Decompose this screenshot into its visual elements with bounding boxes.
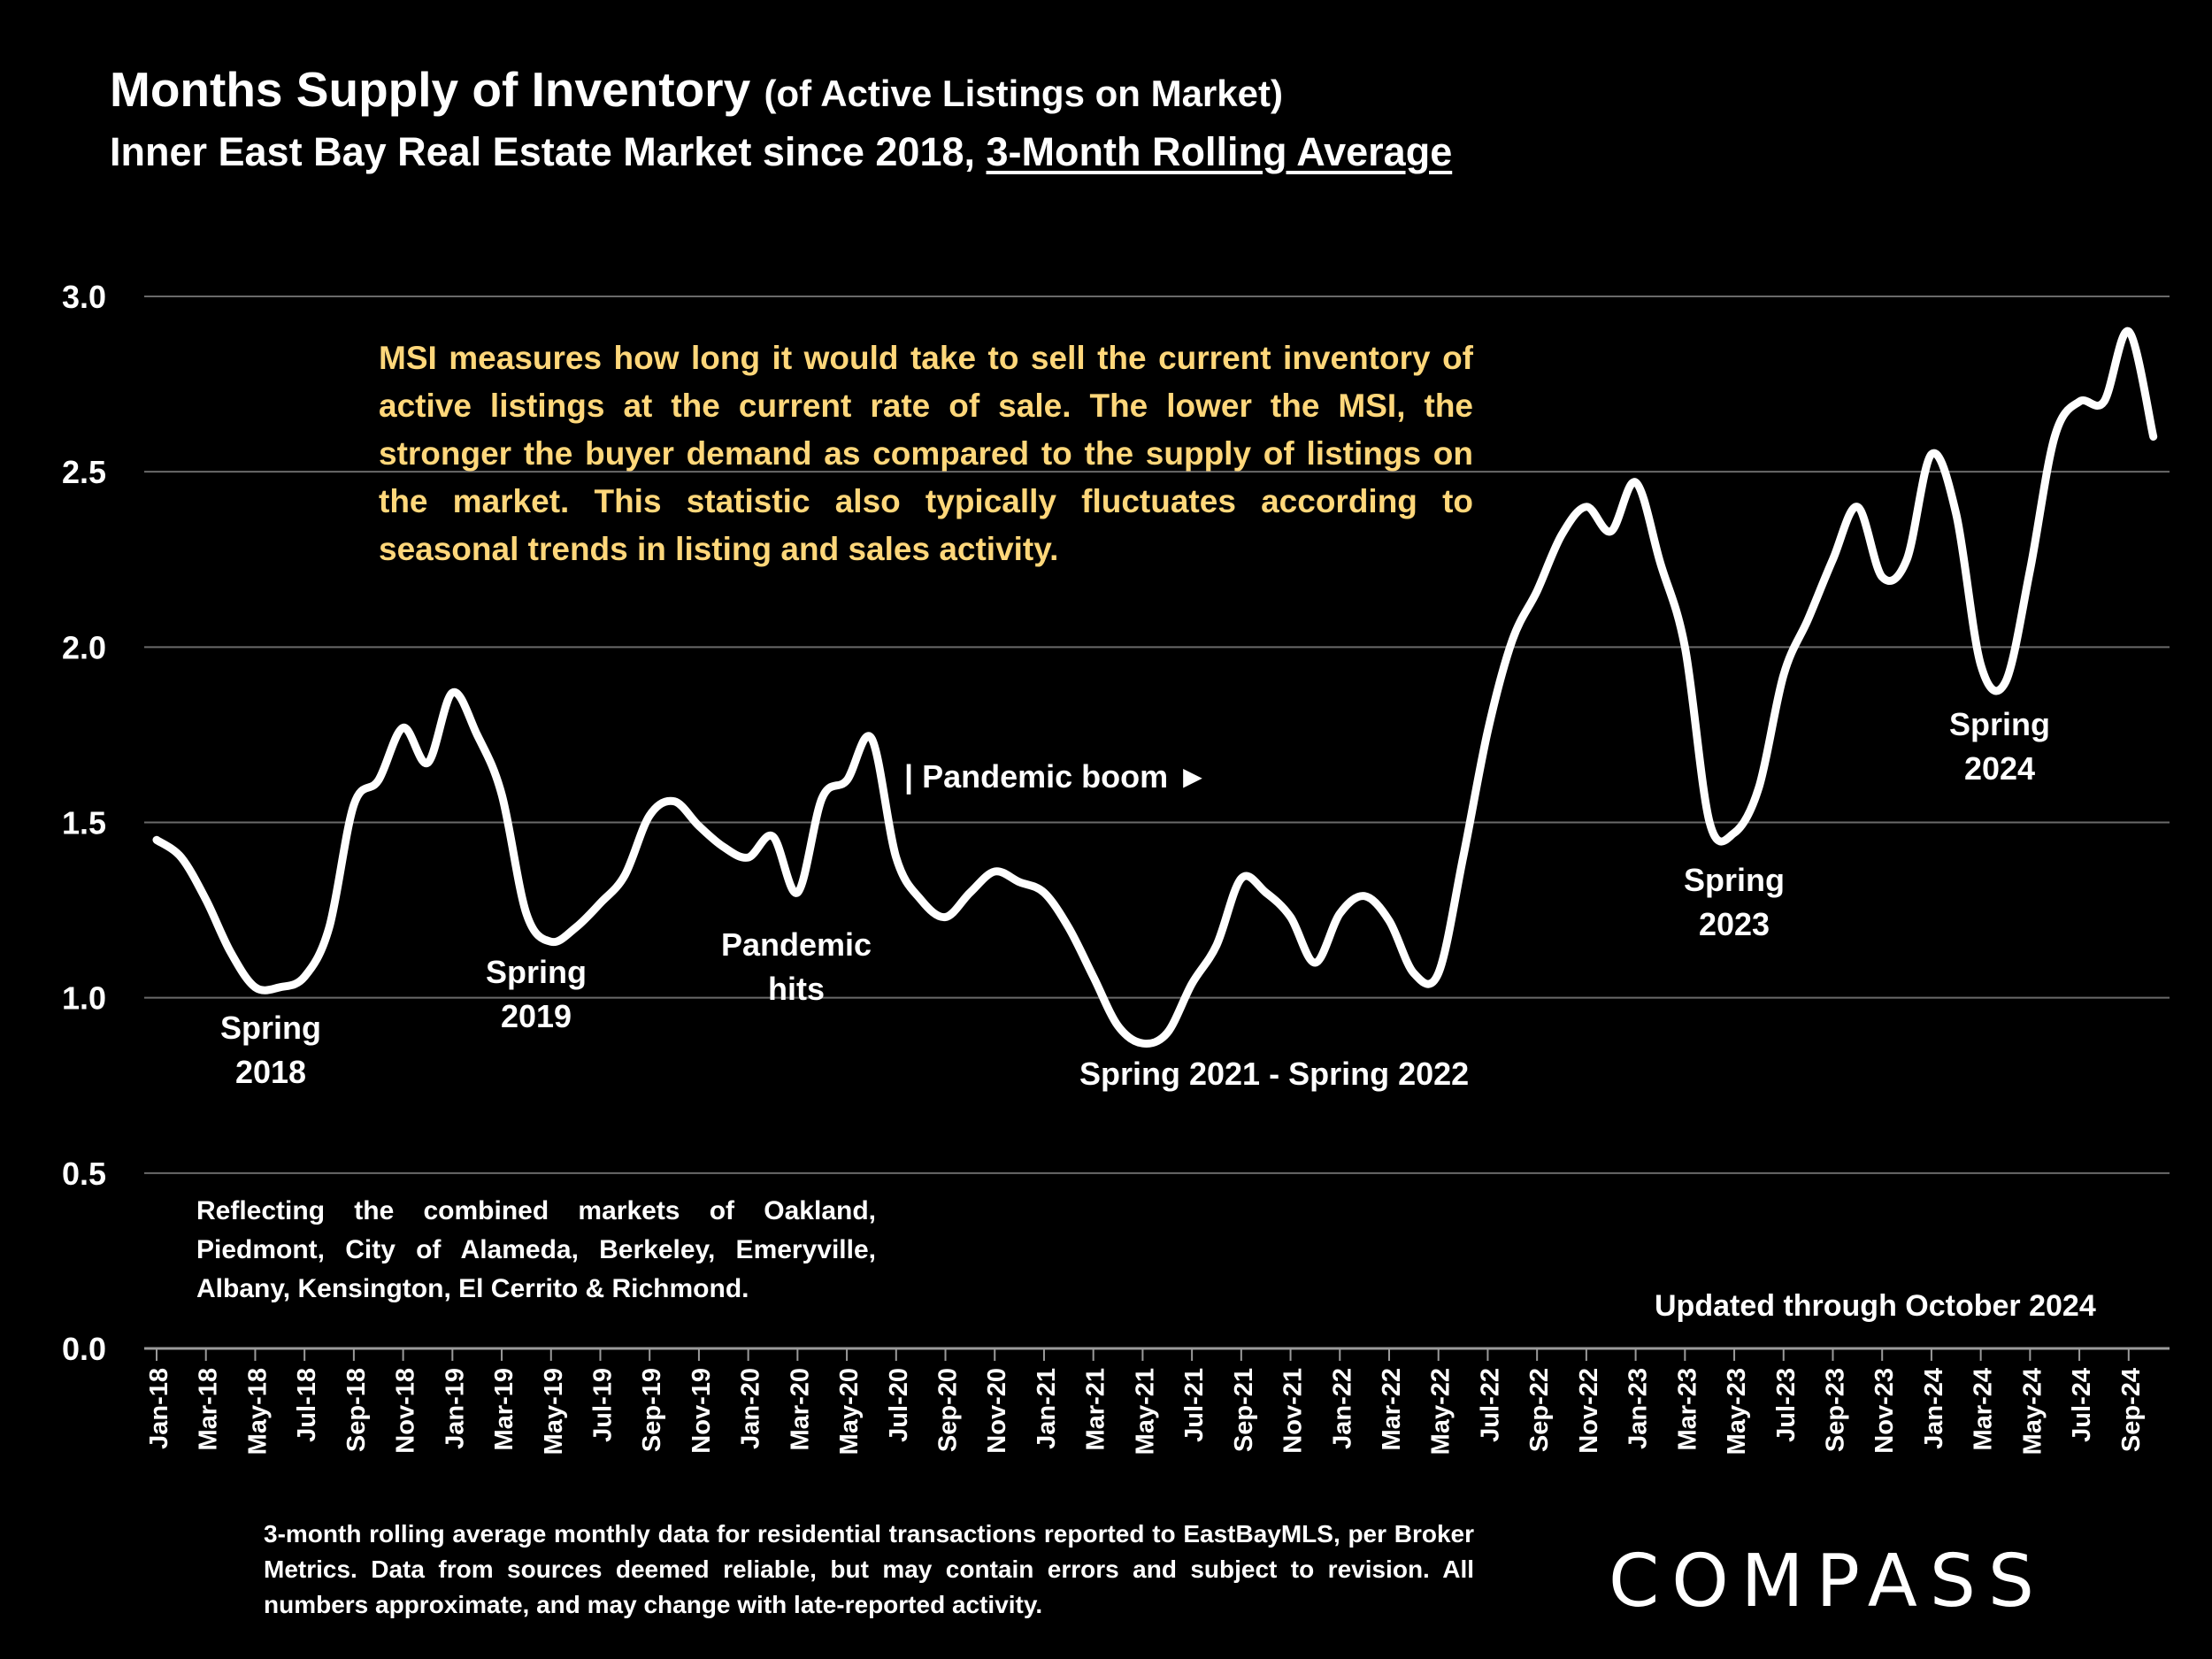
annotation-line: Spring [220, 1010, 321, 1046]
x-tick-label: Nov-19 [687, 1368, 716, 1454]
annotation-line: Spring [1684, 862, 1785, 898]
x-tick-label: May-24 [2018, 1368, 2047, 1455]
x-axis-ticks: Jan-18 Mar-18 May-18 Jul-18 Sep-18 Nov-18 Jan-… [145, 1348, 2146, 1455]
x-tick-label: Jan-19 [441, 1368, 469, 1449]
markets-note: Reflecting the combined markets of Oakla… [196, 1196, 876, 1303]
source-footnote: 3-month rolling average monthly data for… [264, 1520, 1474, 1618]
x-tick-label: Mar-24 [1970, 1368, 1998, 1451]
y-tick-label: 3.0 [62, 279, 106, 315]
chart-subtitle: Inner East Bay Real Estate Market since … [110, 129, 1452, 175]
x-tick-label: Jul-22 [1476, 1368, 1504, 1442]
annotation-pandemic-hits: Pandemic hits [708, 923, 885, 1011]
updated-note: Updated through October 2024 [1655, 1289, 2096, 1323]
y-tick-label: 1.0 [62, 980, 106, 1017]
title-main: Months Supply of Inventory [110, 62, 751, 117]
annotation-spring-2021-2022: Spring 2021 - Spring 2022 [1079, 1056, 1470, 1092]
annotation-line: Pandemic [720, 926, 872, 963]
x-tick-label: Nov-22 [1575, 1368, 1603, 1454]
msi-series-line [152, 327, 2158, 1048]
x-tick-label: Jan-21 [1033, 1368, 1061, 1449]
annotation-spring-2018: Spring 2018 [209, 1006, 333, 1094]
x-tick-label: Sep-22 [1525, 1368, 1554, 1452]
y-tick-label: 0.0 [62, 1331, 106, 1367]
annotation-line: 2019 [500, 998, 572, 1034]
compass-logo: COMPASS [1609, 1540, 2047, 1624]
x-tick-label: Nov-23 [1870, 1368, 1899, 1454]
x-tick-label: Mar-19 [490, 1368, 518, 1451]
x-tick-label: Jan-22 [1328, 1368, 1356, 1449]
annotation-spring-2023: Spring 2023 [1672, 858, 1796, 947]
x-tick-label: Jul-21 [1180, 1368, 1209, 1442]
x-tick-label: May-18 [243, 1368, 272, 1455]
x-tick-label: Sep-24 [2117, 1368, 2146, 1452]
annotation-line: 2024 [1963, 750, 2036, 787]
x-tick-label: Jan-20 [737, 1368, 765, 1449]
annotation-line: Spring [1949, 706, 2050, 742]
x-tick-label: Sep-23 [1821, 1368, 1849, 1452]
chart-title: Months Supply of Inventory (of Active Li… [110, 62, 1283, 118]
x-tick-label: Sep-18 [342, 1368, 371, 1452]
x-tick-label: Jan-23 [1624, 1368, 1653, 1449]
x-tick-label: Mar-21 [1082, 1368, 1110, 1451]
x-tick-label: Nov-18 [392, 1368, 420, 1454]
x-tick-label: Sep-21 [1230, 1368, 1258, 1452]
subtitle-underlined: 3-Month Rolling Average [986, 129, 1453, 174]
y-tick-label: 2.0 [62, 629, 106, 665]
msi-explanation-note: MSI measures how long it would take to s… [379, 340, 1473, 567]
x-tick-label: May-22 [1427, 1368, 1455, 1455]
annotation-line: 2023 [1698, 906, 1770, 942]
gridlines [144, 296, 2170, 1174]
x-tick-label: Nov-21 [1279, 1368, 1308, 1454]
x-tick-label: Jul-18 [293, 1368, 321, 1442]
annotation-pandemic-boom: | Pandemic boom ► [904, 758, 1209, 795]
y-tick-label: 0.5 [62, 1156, 106, 1192]
annotation-line: hits [767, 971, 825, 1007]
y-tick-label: 2.5 [62, 454, 106, 490]
y-tick-label: 1.5 [62, 805, 106, 841]
y-axis-ticks: 0.0 0.5 1.0 1.5 2.0 2.5 3.0 [62, 279, 106, 1367]
annotation-spring-2019: Spring 2019 [474, 950, 598, 1039]
x-tick-label: Nov-20 [983, 1368, 1011, 1454]
x-tick-label: Jul-24 [2068, 1368, 2096, 1442]
x-tick-label: May-23 [1723, 1368, 1751, 1455]
title-paren: (of Active Listings on Market) [764, 73, 1283, 114]
x-tick-label: Jul-23 [1772, 1368, 1801, 1442]
x-tick-label: Mar-18 [195, 1368, 223, 1451]
annotation-line: Spring [486, 954, 587, 990]
annotation-line: 2018 [234, 1054, 307, 1090]
x-tick-label: Mar-23 [1673, 1368, 1701, 1451]
x-tick-label: Jul-20 [885, 1368, 913, 1442]
x-tick-label: Jan-24 [1920, 1368, 1948, 1449]
x-tick-label: Jul-19 [588, 1368, 617, 1442]
x-tick-label: May-19 [540, 1368, 568, 1455]
subtitle-main: Inner East Bay Real Estate Market since … [110, 129, 976, 174]
annotation-spring-2024: Spring 2024 [1938, 703, 2062, 791]
x-tick-label: May-21 [1131, 1368, 1159, 1455]
x-tick-label: Sep-20 [934, 1368, 963, 1452]
x-tick-label: Jan-18 [145, 1368, 173, 1449]
x-tick-label: Sep-19 [638, 1368, 666, 1452]
x-tick-label: Mar-20 [786, 1368, 814, 1451]
x-tick-label: Mar-22 [1378, 1368, 1406, 1451]
x-tick-label: May-20 [835, 1368, 864, 1455]
